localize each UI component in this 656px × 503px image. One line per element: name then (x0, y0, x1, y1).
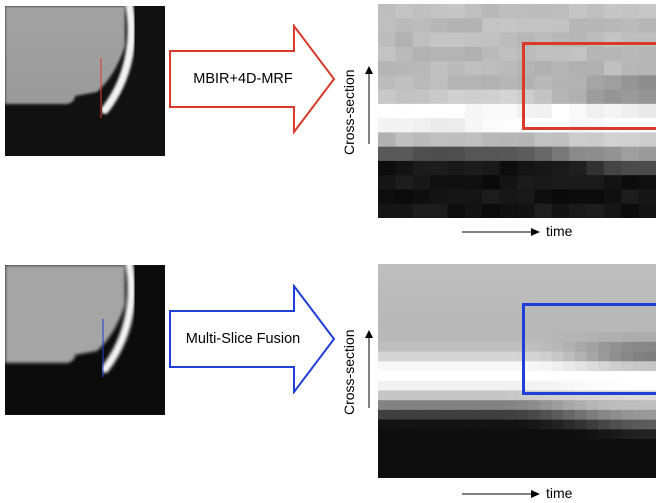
y-axis-label: Cross-section (341, 69, 357, 155)
x-axis-label: time (546, 485, 573, 501)
ct-slice-image-top (5, 6, 165, 156)
method-label: MBIR+4D-MRF (193, 71, 293, 87)
highlight-box (522, 42, 656, 130)
y-axis-arrow-icon (363, 66, 375, 146)
time-axis: time (462, 483, 572, 503)
highlight-box (522, 303, 656, 395)
time-arrow-icon (462, 490, 540, 499)
y-axis-label: Cross-section (341, 329, 357, 415)
method-arrow-bottom: Multi-Slice Fusion (168, 284, 336, 394)
y-axis-arrow-icon (363, 330, 375, 410)
method-arrow-top: MBIR+4D-MRF (168, 24, 336, 134)
kymograph-plot-top (378, 4, 656, 218)
time-axis: time (462, 221, 572, 241)
method-label: Multi-Slice Fusion (185, 331, 301, 347)
x-axis-label: time (546, 223, 573, 239)
time-arrow-icon (462, 228, 540, 237)
ct-slice-image-bottom (5, 265, 165, 415)
